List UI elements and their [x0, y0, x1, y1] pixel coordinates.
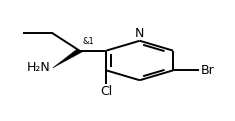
Polygon shape [53, 49, 82, 68]
Text: Br: Br [201, 64, 214, 77]
Text: H₂N: H₂N [27, 61, 50, 75]
Text: &1: &1 [83, 37, 95, 46]
Text: Cl: Cl [100, 85, 112, 98]
Text: N: N [135, 27, 144, 40]
